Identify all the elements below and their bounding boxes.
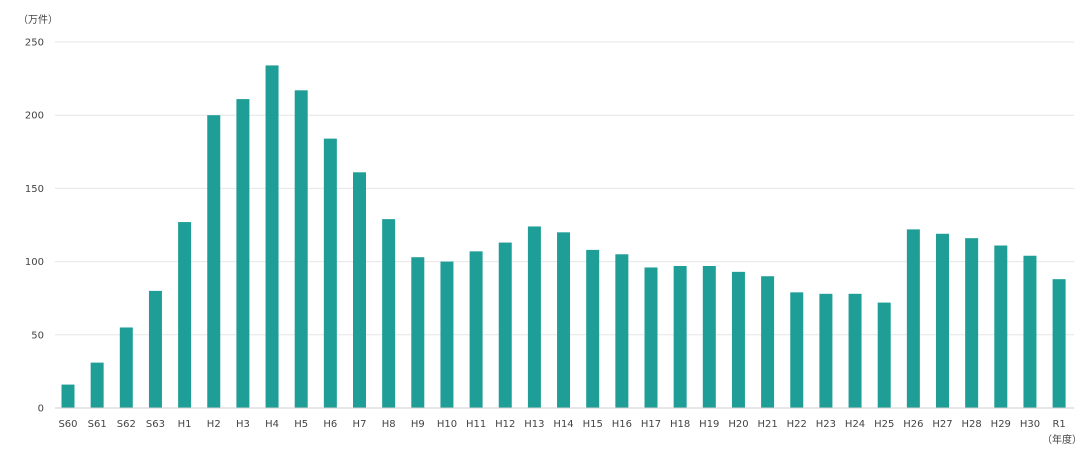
x-tick-label: H6 <box>323 419 337 430</box>
bar-h23 <box>819 293 833 408</box>
bar-h26 <box>906 229 920 408</box>
x-tick-label: H28 <box>962 419 982 430</box>
y-tick-label: 50 <box>31 330 44 341</box>
bar-h16 <box>615 254 629 408</box>
bar-h10 <box>440 261 454 408</box>
bar-s62 <box>119 327 133 408</box>
x-tick-label: H16 <box>612 419 632 430</box>
bar-h12 <box>498 242 512 408</box>
x-tick-label: H4 <box>265 419 279 430</box>
y-axis-unit-label: （万件） <box>18 14 58 26</box>
bar-h7 <box>353 172 366 408</box>
bar-h14 <box>557 232 571 408</box>
x-tick-label: S60 <box>58 419 77 430</box>
bar-h4 <box>265 65 279 409</box>
x-tick-label: H22 <box>787 419 807 430</box>
bar-h21 <box>761 276 775 408</box>
x-tick-label: H24 <box>845 419 865 430</box>
bar-h29 <box>994 245 1008 408</box>
x-tick-label: H3 <box>236 419 250 430</box>
x-tick-label: H30 <box>1020 419 1040 430</box>
x-tick-label: H9 <box>411 419 425 430</box>
x-tick-label: H7 <box>353 419 367 430</box>
x-tick-label: H25 <box>874 419 894 430</box>
bar-h6 <box>323 138 337 408</box>
x-tick-label: H13 <box>524 419 544 430</box>
x-tick-label: H10 <box>437 419 457 430</box>
x-tick-label: H14 <box>553 419 573 430</box>
bar-h28 <box>965 238 979 408</box>
x-tick-label: H27 <box>932 419 952 430</box>
bar-h11 <box>469 251 483 408</box>
bar-h13 <box>527 226 541 408</box>
bar-h3 <box>236 99 250 408</box>
bar-s60 <box>61 384 75 408</box>
x-tick-label: H18 <box>670 419 690 430</box>
bar-h30 <box>1023 255 1037 408</box>
x-axis-unit-label: （年度） <box>1042 433 1082 446</box>
x-tick-label: S62 <box>117 419 136 430</box>
x-tick-label: H8 <box>382 419 396 430</box>
x-tick-label: H1 <box>178 419 192 430</box>
bar-h20 <box>731 271 745 408</box>
y-axis-ticks: 0 50 100 150 200 250 <box>25 38 44 415</box>
y-tick-label: 200 <box>25 111 44 122</box>
bars <box>61 65 1066 409</box>
x-tick-label: H17 <box>641 419 661 430</box>
bar-h9 <box>411 257 425 408</box>
x-tick-label: S61 <box>88 419 107 430</box>
bar-h2 <box>207 115 221 408</box>
bar-h27 <box>936 233 949 408</box>
x-tick-label: H20 <box>728 419 748 430</box>
bar-h17 <box>644 267 658 408</box>
y-tick-label: 0 <box>38 404 44 415</box>
x-tick-label: H12 <box>495 419 515 430</box>
bar-h1 <box>178 222 192 408</box>
x-tick-label: H26 <box>903 419 923 430</box>
x-tick-label: H15 <box>583 419 603 430</box>
x-tick-label: H11 <box>466 419 486 430</box>
bar-h25 <box>877 302 891 408</box>
x-tick-label: S63 <box>146 419 165 430</box>
x-tick-label: R1 <box>1052 419 1065 430</box>
bar-h5 <box>294 90 308 408</box>
x-tick-label: H29 <box>991 419 1011 430</box>
x-tick-label: H23 <box>816 419 836 430</box>
bar-h19 <box>702 265 716 408</box>
x-tick-label: H21 <box>757 419 777 430</box>
bar-s61 <box>90 362 104 408</box>
x-tick-label: H2 <box>207 419 221 430</box>
x-axis-ticks: S60 S61 S62 S63 H1 H2 H3 H4 H5 H6 H7 H8 H9 H10 H11 H12 H… <box>58 419 1065 430</box>
bar-r1 <box>1052 279 1066 408</box>
y-tick-label: 150 <box>25 184 44 195</box>
bar-h15 <box>586 249 600 408</box>
bar-h18 <box>673 265 687 408</box>
bar-h24 <box>848 293 862 408</box>
bar-s63 <box>148 290 162 408</box>
y-tick-label: 250 <box>25 38 44 49</box>
bar-h22 <box>790 292 804 408</box>
bar-h8 <box>382 219 396 408</box>
gridlines <box>55 41 1074 336</box>
y-tick-label: 100 <box>25 257 44 268</box>
x-tick-label: H5 <box>294 419 308 430</box>
x-tick-label: H19 <box>699 419 719 430</box>
